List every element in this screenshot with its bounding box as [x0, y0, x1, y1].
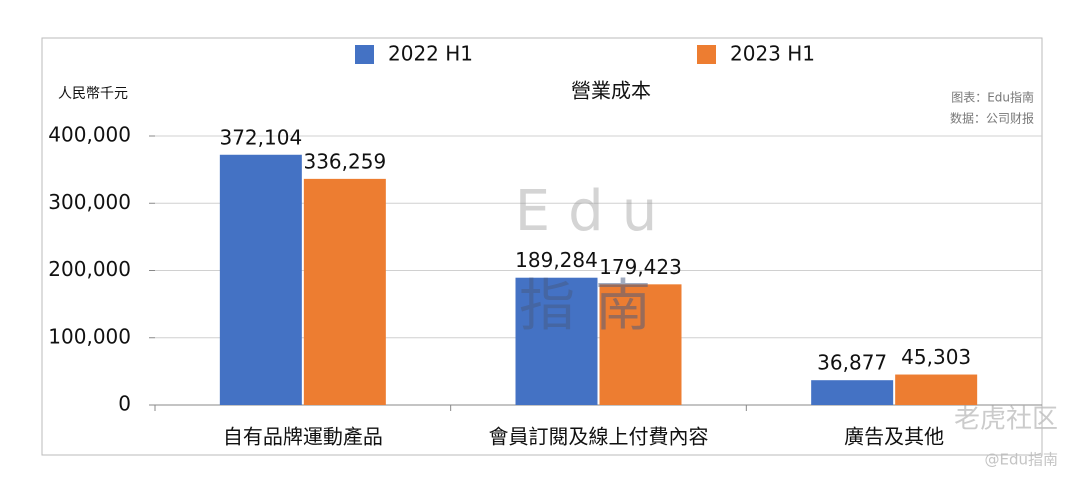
- watermark: 指南: [519, 274, 671, 339]
- bar: [599, 284, 682, 405]
- bar: [811, 380, 894, 405]
- chart-title: 營業成本: [571, 79, 651, 103]
- value-label: 179,423: [599, 255, 682, 279]
- y-tick-label: 0: [118, 392, 131, 416]
- x-tick-label: 廣告及其他: [844, 425, 944, 449]
- watermark: Edu: [515, 179, 675, 244]
- bar: [895, 374, 978, 405]
- x-tick-label: 會員訂閱及線上付費內容: [489, 425, 709, 449]
- legend-swatch: [697, 45, 716, 64]
- y-tick-label: 400,000: [48, 123, 131, 147]
- bar: [303, 178, 386, 405]
- watermark: 老虎社区: [954, 405, 1058, 435]
- value-label: 189,284: [515, 248, 598, 272]
- y-tick-label: 300,000: [48, 190, 131, 214]
- source-note: 图表：Edu指南: [951, 90, 1034, 105]
- y-axis-label: 人民幣千元: [58, 86, 128, 102]
- y-tick-label: 200,000: [48, 257, 131, 281]
- x-tick-label: 自有品牌運動產品: [223, 425, 383, 449]
- source-note: 数据：公司财报: [950, 111, 1034, 126]
- legend-label: 2022 H1: [388, 42, 473, 66]
- value-label: 45,303: [901, 345, 971, 369]
- value-label: 336,259: [303, 149, 386, 173]
- watermark: @Edu指南: [984, 451, 1058, 469]
- value-label: 372,104: [219, 125, 302, 149]
- bar: [219, 154, 302, 405]
- y-tick-label: 100,000: [48, 324, 131, 348]
- legend-label: 2023 H1: [730, 42, 815, 66]
- legend-swatch: [355, 45, 374, 64]
- bar: [515, 277, 598, 405]
- value-label: 36,877: [817, 351, 887, 375]
